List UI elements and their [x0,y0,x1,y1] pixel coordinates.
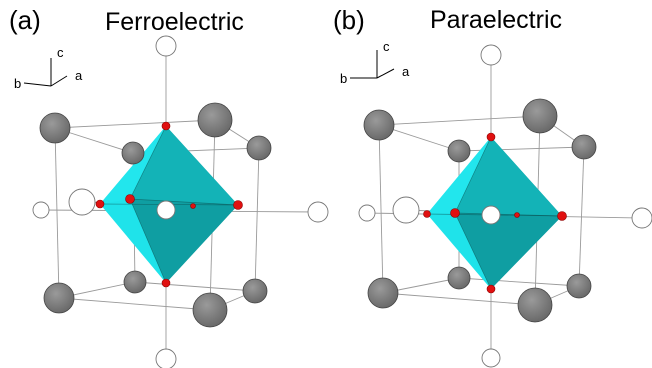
axis-triad-icon: c a b [340,39,410,86]
white-atom [155,348,177,368]
atoms [32,35,329,368]
oxygen-atom [95,199,105,209]
grey-atom [517,287,553,323]
grey-atom [39,112,71,144]
oxygen-atom [190,203,196,209]
grey-atom [123,270,147,294]
grey-atom [522,98,558,134]
grey-atom [571,134,597,160]
bond [378,124,384,294]
octahedron-face [130,126,238,205]
c-axis-label: c [57,45,64,60]
panel-ferroelectric: (a) Ferroelectric c a b [9,5,329,368]
grey-atom [121,141,145,165]
grey-atom [246,135,272,161]
oxygen-atom [557,211,567,221]
panel-paraelectric: (b) Paraelectric c a b [333,5,652,368]
c-axis-label: c [383,39,390,54]
white-atom [307,201,329,223]
bond [458,277,580,287]
oxygen-atom [450,208,460,218]
a-axis-label: a [75,68,83,83]
panel-letter-b: (b) [333,5,365,35]
b-axis-label: b [340,71,347,86]
white-atom [32,201,50,219]
bond [54,127,60,299]
oxygen-atom [514,212,520,218]
bond [382,292,536,306]
bond [134,281,256,292]
oxygen-atom [161,121,171,131]
panel-title-a: Ferroelectric [105,8,244,36]
grey-atom [447,266,471,290]
oxygen-atom [161,278,171,288]
white-atom [68,188,96,216]
bond [54,119,216,129]
octahedron-edge [129,198,239,206]
grey-atom [242,278,268,304]
octahedron-face [100,126,166,204]
octahedron-edge [129,125,167,200]
octahedron-edge [129,198,167,284]
center-atom [156,200,176,220]
a-axis-line [376,68,395,79]
grey-atom [447,139,471,163]
grey-atom [197,102,233,138]
octahedron-edge [454,136,492,214]
grey-atom [367,277,399,309]
white-atom [631,207,652,229]
oxygen-atom [486,284,496,294]
white-atom [480,44,502,66]
b-axis-line [23,82,52,87]
white-atom [481,348,501,368]
a-axis-line [50,75,68,87]
octahedron-edge [454,212,492,290]
oxygen-atom [486,132,496,142]
oxygen-atom [125,194,135,204]
white-atom [358,204,376,222]
oxygen-atom [423,210,431,218]
atoms [358,44,652,368]
center-atom [481,205,501,225]
bond [58,297,211,311]
octahedron-face [455,213,562,289]
grey-atom [566,273,592,299]
bond [458,146,585,152]
octahedron-face [427,137,491,214]
grey-atom [192,292,228,328]
panel-letter-a: (a) [9,5,41,35]
white-atom [392,196,420,224]
bond [378,115,541,126]
b-axis-label: b [14,76,21,91]
bond [254,147,260,292]
a-axis-label: a [402,64,410,79]
grey-atom [363,109,395,141]
panel-title-b: Paraelectric [430,6,562,34]
white-atom [155,35,177,57]
oxygen-atom [233,200,243,210]
grey-atom [43,282,75,314]
octahedron [99,125,239,284]
axis-triad-icon: c a b [14,45,83,91]
